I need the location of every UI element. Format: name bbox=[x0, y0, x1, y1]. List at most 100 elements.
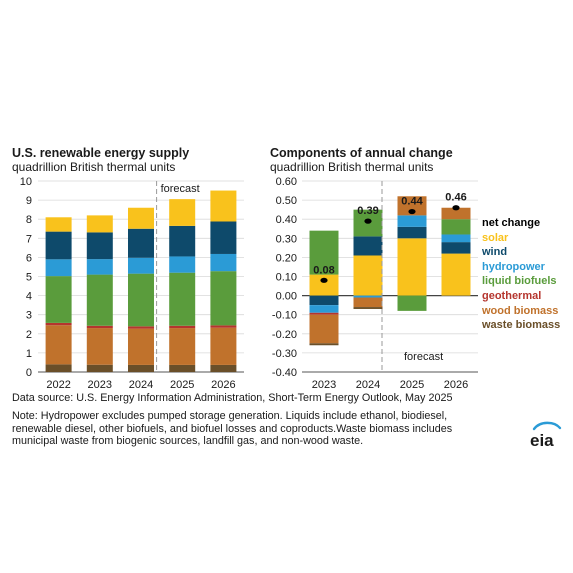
bar-wood-biomass-2025 bbox=[397, 196, 427, 216]
bar-solar-2023 bbox=[86, 215, 113, 233]
bar-liquid-biofuels-2025 bbox=[397, 295, 427, 311]
bar-wind-2022 bbox=[45, 231, 72, 260]
x-tick-label: 2026 bbox=[444, 379, 468, 391]
note-line: Note: Hydropower excludes pumped storage… bbox=[12, 410, 448, 422]
bar-solar-2024 bbox=[353, 255, 383, 296]
legend-geothermal: geothermal bbox=[482, 289, 542, 302]
y-tick-label: -0.10 bbox=[272, 310, 297, 322]
note-line: renewable diesel, other biofuels, and bi… bbox=[12, 422, 453, 435]
bar-waste-biomass-2023 bbox=[309, 343, 339, 346]
bar-solar-2025 bbox=[169, 199, 196, 226]
x-tick-label: 2025 bbox=[400, 379, 424, 391]
y-tick-label: -0.30 bbox=[272, 348, 297, 360]
bar-wind-2026 bbox=[441, 242, 471, 254]
bar-geothermal-2023 bbox=[309, 312, 339, 315]
x-tick-label: 2024 bbox=[129, 379, 153, 391]
bar-waste-biomass-2025 bbox=[169, 364, 196, 372]
bar-solar-2026 bbox=[210, 190, 237, 222]
bar-wind-2026 bbox=[210, 221, 237, 254]
y-tick-label: 0.20 bbox=[276, 252, 297, 264]
left-chart-subtitle: quadrillion British thermal units bbox=[12, 160, 176, 174]
bar-solar-2026 bbox=[441, 253, 471, 296]
y-tick-label: 10 bbox=[20, 176, 32, 188]
bar-solar-2022 bbox=[45, 217, 72, 232]
bar-waste-biomass-2022 bbox=[45, 364, 72, 372]
y-tick-label: 5 bbox=[26, 272, 32, 284]
bar-geothermal-2024 bbox=[128, 326, 154, 329]
bar-wood-biomass-2023 bbox=[86, 328, 113, 365]
bar-wood-biomass-2023 bbox=[309, 314, 339, 344]
legend-solar: solar bbox=[482, 231, 509, 244]
bar-wood-biomass-2026 bbox=[210, 327, 237, 365]
bar-hydropower-2024 bbox=[128, 257, 154, 274]
bar-liquid-biofuels-2023 bbox=[309, 230, 339, 275]
bar-wind-2024 bbox=[353, 236, 383, 256]
note: Note: Hydropower excludes pumped storage… bbox=[12, 410, 522, 448]
y-tick-label: 4 bbox=[26, 291, 32, 303]
bar-waste-biomass-2024 bbox=[353, 307, 383, 309]
bar-geothermal-2026 bbox=[210, 325, 237, 328]
x-tick-label: 2026 bbox=[211, 379, 235, 391]
legend-hydropower: hydropower bbox=[482, 260, 545, 273]
x-tick-label: 2023 bbox=[88, 379, 112, 391]
y-tick-label: 0 bbox=[26, 367, 32, 379]
bar-wood-biomass-2024 bbox=[128, 328, 154, 365]
bar-liquid-biofuels-2022 bbox=[45, 276, 72, 323]
legend-net-change: net change bbox=[482, 217, 541, 229]
y-tick-label: 9 bbox=[26, 195, 32, 207]
x-tick-label: 2025 bbox=[170, 379, 194, 391]
bar-solar-2024 bbox=[128, 207, 154, 229]
y-tick-label: 6 bbox=[26, 252, 32, 264]
x-tick-label: 2024 bbox=[356, 379, 380, 391]
y-tick-label: 0.60 bbox=[276, 176, 297, 188]
y-tick-label: 0.30 bbox=[276, 233, 297, 245]
x-tick-label: 2023 bbox=[312, 379, 336, 391]
bar-hydropower-2023 bbox=[86, 259, 113, 275]
y-tick-label: 0.50 bbox=[276, 195, 297, 207]
net-change-label: 0.44 bbox=[401, 196, 423, 208]
bar-wind-2023 bbox=[309, 295, 339, 306]
bar-liquid-biofuels-2025 bbox=[169, 272, 196, 326]
bar-hydropower-2026 bbox=[441, 234, 471, 243]
bar-geothermal-2022 bbox=[45, 322, 72, 326]
y-tick-label: 7 bbox=[26, 233, 32, 245]
net-change-label: 0.08 bbox=[313, 264, 334, 276]
y-tick-label: 3 bbox=[26, 310, 32, 322]
legend-liquid-biofuels: liquid biofuels bbox=[482, 275, 557, 288]
bar-wind-2025 bbox=[169, 225, 196, 257]
y-tick-label: -0.20 bbox=[272, 329, 297, 341]
y-tick-label: 0.00 bbox=[276, 291, 297, 303]
bar-waste-biomass-2024 bbox=[128, 364, 154, 372]
y-tick-label: 0.40 bbox=[276, 214, 297, 226]
bar-waste-biomass-2026 bbox=[210, 364, 237, 372]
y-tick-label: -0.40 bbox=[272, 367, 297, 379]
bar-liquid-biofuels-2023 bbox=[86, 274, 113, 326]
legend: net change solar wind hydropower liquid … bbox=[482, 216, 560, 333]
bar-wind-2024 bbox=[128, 228, 154, 258]
forecast-label: forecast bbox=[404, 351, 443, 363]
right-chart-title: Components of annual change bbox=[270, 146, 453, 160]
y-tick-label: 2 bbox=[26, 329, 32, 341]
bar-geothermal-2023 bbox=[86, 325, 113, 329]
net-change-marker-2023 bbox=[320, 277, 328, 283]
bar-geothermal-2025 bbox=[169, 325, 196, 329]
bar-solar-2023 bbox=[309, 274, 339, 296]
eia-logo: eia bbox=[530, 421, 562, 450]
legend-wind: wind bbox=[482, 246, 508, 259]
bar-wood-biomass-2024 bbox=[353, 297, 383, 308]
bar-hydropower-2025 bbox=[169, 256, 196, 273]
bar-wind-2025 bbox=[397, 226, 427, 239]
net-change-label: 0.46 bbox=[445, 192, 466, 204]
forecast-label: forecast bbox=[161, 183, 200, 195]
legend-wood-biomass: wood biomass bbox=[482, 304, 559, 317]
net-change-marker-2024 bbox=[364, 218, 372, 224]
bar-hydropower-2022 bbox=[45, 259, 72, 277]
data-source: Data source: U.S. Energy Information Adm… bbox=[12, 392, 453, 404]
left-chart-title: U.S. renewable energy supply bbox=[12, 146, 190, 160]
bar-wood-biomass-2025 bbox=[169, 328, 196, 365]
note-line: municipal waste from biogenic sources, l… bbox=[12, 435, 364, 448]
bar-wood-biomass-2026 bbox=[441, 207, 471, 220]
bar-wood-biomass-2022 bbox=[45, 325, 72, 365]
